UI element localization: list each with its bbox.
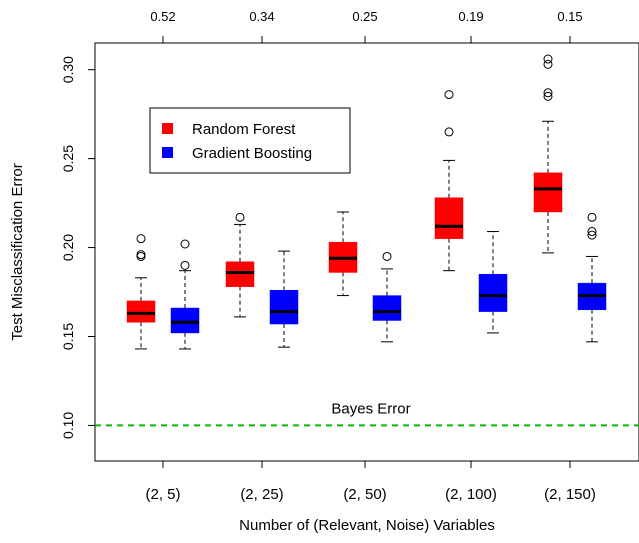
y-tick-label: 0.20 [60,234,76,261]
outlier-point [136,234,146,244]
top-tick-label: 0.52 [150,9,175,24]
outlier-point [543,91,553,101]
box-group [478,231,508,334]
top-axis: 0.52 0.34 0.25 0.19 0.15 [150,9,583,43]
outlier-point [136,250,146,260]
outlier-point [136,251,146,261]
outlier-point [543,88,553,98]
legend-label-gradient-boosting: Gradient Boosting [192,145,312,162]
x-axis: (2, 5) (2, 25) (2, 50) (2, 100) (2, 150) [145,461,596,503]
outlier-point [444,90,454,100]
outlier-point [180,260,190,270]
box-group [126,234,156,350]
y-axis-title: Test Misclassification Error [9,163,26,341]
box-group [328,211,358,297]
outlier-point [444,127,454,137]
legend-frame [149,107,351,174]
outlier-point [180,239,190,249]
outlier-point [587,230,597,240]
outlier-point [543,54,553,64]
bayes-error-label: Bayes Error [331,400,410,417]
box-body [372,295,402,321]
box-group [577,212,607,343]
box-body [434,197,464,239]
box-body [225,261,255,287]
x-tick-label: (2, 150) [544,486,596,503]
top-tick-label: 0.25 [352,9,377,24]
box-group [372,251,402,343]
plot-frame [94,42,639,462]
outlier-point [382,251,392,261]
outlier-point [543,59,553,69]
box-body [170,307,200,334]
top-tick-label: 0.15 [557,9,582,24]
box-group [170,239,200,350]
box-group [533,54,563,254]
x-tick-label: (2, 100) [445,486,497,503]
outlier-point [587,227,597,237]
box-group [434,90,464,272]
x-tick-label: (2, 5) [145,486,180,503]
legend-swatch-gradient-boosting [162,147,173,158]
x-tick-label: (2, 25) [240,486,283,503]
legend: Random Forest Gradient Boosting [149,107,351,174]
x-axis-title: Number of (Relevant, Noise) Variables [239,517,495,534]
box-body [269,289,299,325]
top-tick-label: 0.34 [249,9,274,24]
legend-swatch-random-forest [162,123,173,134]
legend-label-random-forest: Random Forest [192,121,296,138]
box-group [225,212,255,318]
outlier-point [587,212,597,222]
y-tick-label: 0.30 [60,56,76,83]
box-body [533,172,563,213]
y-tick-label: 0.25 [60,145,76,172]
y-tick-label: 0.15 [60,323,76,350]
y-tick-label: 0.10 [60,412,76,439]
x-tick-label: (2, 50) [343,486,386,503]
y-axis: 0.10 0.15 0.20 0.25 0.30 [60,56,95,439]
box-series [126,54,607,350]
box-body [126,300,156,323]
box-body [478,273,508,312]
top-tick-label: 0.19 [458,9,483,24]
box-group [269,250,299,348]
outlier-point [235,212,245,222]
